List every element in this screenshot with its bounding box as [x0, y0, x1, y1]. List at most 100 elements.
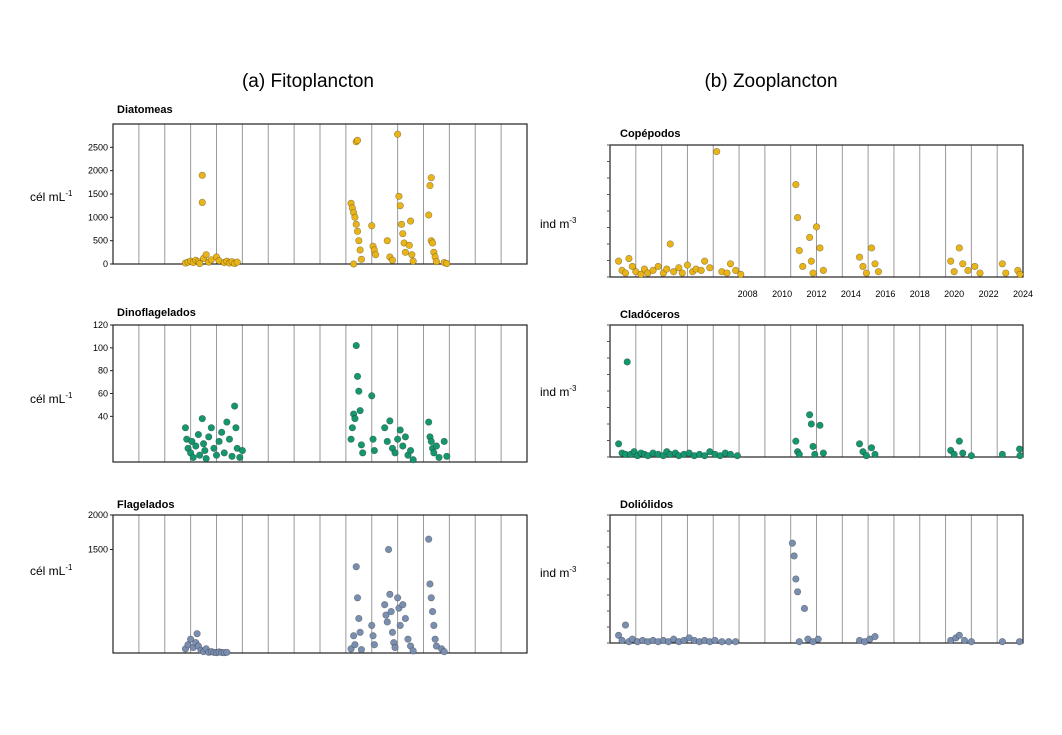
panel-title: Cladóceros [620, 309, 680, 321]
data-point [350, 260, 358, 268]
data-point [654, 262, 662, 271]
data-point [666, 240, 674, 248]
data-point [788, 539, 797, 547]
data-point [353, 594, 362, 602]
data-point [396, 426, 404, 434]
data-point [960, 636, 969, 645]
data-point [369, 435, 377, 443]
data-point [443, 259, 451, 268]
data-point [181, 424, 190, 432]
data-point [350, 632, 358, 640]
y-tick-label: 40 [98, 411, 108, 421]
data-point [428, 607, 437, 616]
data-point [202, 454, 210, 463]
x-tick-label: 2016 [875, 289, 895, 299]
data-point [351, 641, 359, 649]
data-point [967, 452, 975, 460]
data-point [443, 452, 451, 460]
data-point [859, 262, 867, 271]
y-tick-label: 80 [98, 366, 108, 376]
y-tick-label: 2000 [88, 510, 108, 520]
data-point [683, 261, 692, 269]
data-point [1016, 452, 1024, 460]
data-point [425, 535, 433, 543]
y-axis-label: cél mL-1 [30, 563, 73, 578]
data-point [618, 636, 626, 645]
panel-doliolidos: Doliólidos ind m-3 [540, 499, 1024, 646]
data-point [225, 435, 234, 443]
data-point [228, 452, 236, 460]
data-point [615, 440, 623, 448]
data-point [356, 628, 364, 636]
data-point [432, 442, 441, 450]
data-point [401, 614, 409, 623]
data-point [615, 257, 623, 265]
data-point [193, 630, 201, 638]
data-point [867, 244, 876, 252]
data-point [394, 594, 402, 602]
y-tick-label: 120 [93, 320, 108, 330]
data-point [812, 223, 821, 231]
data-point [430, 621, 438, 630]
data-point [347, 645, 355, 653]
data-point [790, 552, 798, 560]
data-point [388, 628, 397, 636]
data-point [809, 269, 817, 277]
data-point [409, 456, 417, 464]
data-point [819, 266, 827, 275]
data-point [409, 257, 417, 265]
data-point [406, 446, 415, 455]
data-point [426, 580, 434, 588]
data-point [701, 452, 709, 460]
data-point [381, 424, 389, 432]
data-point [359, 449, 367, 457]
plot-frame [112, 514, 528, 654]
data-point [1015, 445, 1024, 453]
data-point [426, 182, 434, 190]
data-point [368, 222, 376, 230]
data-point [663, 265, 671, 273]
data-point [395, 192, 403, 200]
data-point [368, 621, 376, 630]
data-point [959, 449, 967, 457]
y-axis-label: cél mL-1 [30, 189, 73, 204]
data-point [355, 614, 363, 623]
data-point [435, 453, 443, 462]
data-point [404, 635, 412, 643]
data-point [723, 269, 731, 277]
data-point [718, 638, 726, 646]
data-point [189, 453, 197, 462]
data-point [427, 174, 435, 182]
x-tick-label: 2024 [1013, 289, 1033, 299]
data-point [678, 269, 686, 277]
data-point [399, 230, 407, 238]
panel-diatomeas: 0 500 1000 1500 2000 2500 Diatomeas cél mL-1 [30, 104, 528, 269]
data-point [874, 268, 883, 276]
x-tick-label: 2018 [910, 289, 930, 299]
data-point [955, 631, 963, 639]
title-fitoplancton: (a) Fitoplancton [242, 71, 374, 92]
data-point [793, 214, 802, 222]
data-point [871, 260, 879, 268]
data-point [806, 233, 814, 241]
data-point [401, 248, 409, 256]
data-point [950, 450, 958, 458]
data-point [198, 198, 206, 206]
data-point [1016, 270, 1024, 278]
data-point [198, 415, 206, 423]
y-tick-label: 0 [103, 259, 108, 269]
data-point [401, 433, 409, 441]
data-point [198, 171, 206, 179]
data-point [432, 258, 441, 266]
data-point [187, 635, 195, 643]
data-point [816, 244, 824, 252]
data-point [355, 387, 363, 395]
y-tick-label: 500 [93, 236, 108, 246]
data-point [408, 251, 416, 259]
data-point [425, 211, 433, 219]
y-tick-label: 1500 [88, 545, 108, 555]
data-point [792, 575, 800, 583]
y-tick-label: 2500 [88, 142, 108, 152]
data-point [232, 424, 240, 432]
